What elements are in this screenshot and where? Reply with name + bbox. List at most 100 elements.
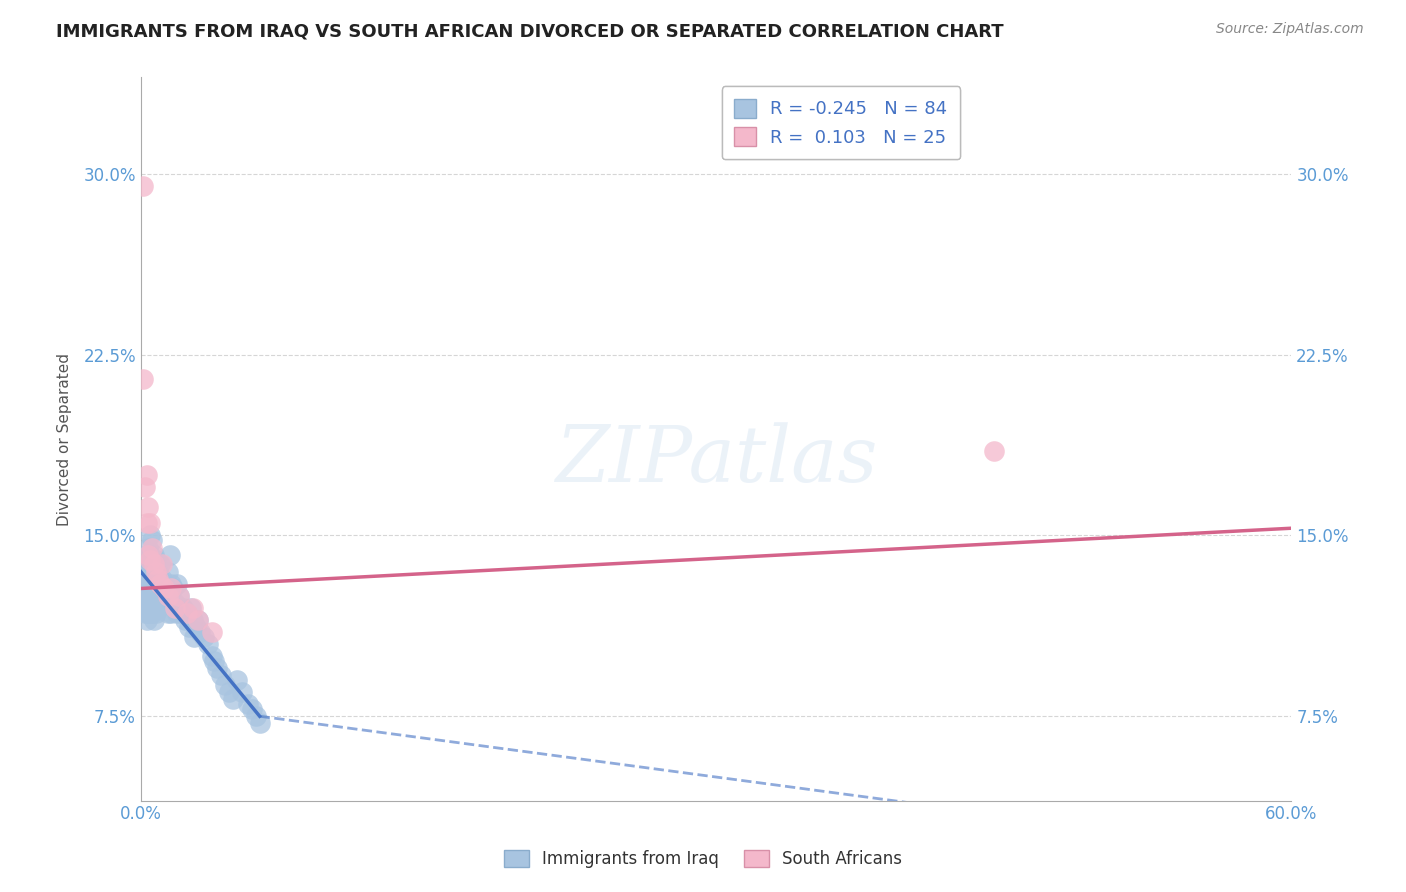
Point: [238, 697, 260, 711]
Point: [156, 589, 179, 603]
Point: [187, 613, 209, 627]
Point: [172, 600, 194, 615]
Point: [152, 582, 174, 596]
Point: [134, 582, 156, 596]
Point: [165, 600, 187, 615]
Point: [150, 558, 173, 572]
Point: [139, 552, 162, 566]
Text: Source: ZipAtlas.com: Source: ZipAtlas.com: [1216, 22, 1364, 37]
Point: [201, 648, 224, 663]
Point: [240, 702, 263, 716]
Point: [135, 516, 157, 531]
Point: [134, 572, 156, 586]
Point: [138, 606, 160, 620]
Point: [139, 582, 162, 596]
Point: [135, 558, 157, 572]
Point: [222, 692, 245, 706]
Point: [134, 480, 156, 494]
Point: [176, 606, 198, 620]
Point: [166, 576, 188, 591]
Point: [150, 572, 173, 586]
Point: [134, 606, 156, 620]
Point: [218, 685, 240, 699]
Point: [146, 582, 169, 596]
Point: [138, 500, 160, 514]
Point: [181, 613, 204, 627]
Point: [138, 541, 160, 555]
Point: [156, 606, 179, 620]
Point: [131, 178, 153, 193]
Point: [149, 576, 172, 591]
Point: [141, 552, 163, 566]
Point: [143, 582, 166, 596]
Point: [135, 548, 157, 562]
Point: [145, 565, 167, 579]
Text: ZIPatlas: ZIPatlas: [555, 423, 877, 499]
Point: [177, 620, 200, 634]
Legend: Immigrants from Iraq, South Africans: Immigrants from Iraq, South Africans: [498, 843, 908, 875]
Point: [143, 558, 166, 572]
Point: [160, 576, 183, 591]
Point: [155, 582, 177, 596]
Legend: R = -0.245   N = 84, R =  0.103   N = 25: R = -0.245 N = 84, R = 0.103 N = 25: [721, 87, 960, 160]
Point: [202, 654, 225, 668]
Point: [139, 565, 162, 579]
Point: [134, 596, 156, 610]
Point: [141, 572, 163, 586]
Point: [149, 596, 172, 610]
Point: [143, 548, 166, 562]
Point: [150, 589, 173, 603]
Point: [167, 589, 190, 603]
Point: [152, 576, 174, 591]
Point: [135, 468, 157, 483]
Point: [160, 606, 183, 620]
Point: [135, 613, 157, 627]
Point: [135, 589, 157, 603]
Point: [156, 565, 179, 579]
Point: [134, 565, 156, 579]
Point: [193, 630, 215, 644]
Point: [180, 600, 202, 615]
Point: [146, 572, 169, 586]
Point: [138, 596, 160, 610]
Point: [141, 533, 163, 548]
Point: [187, 613, 209, 627]
Point: [145, 552, 167, 566]
Point: [143, 596, 166, 610]
Point: [197, 637, 219, 651]
Point: [209, 668, 232, 682]
Point: [139, 516, 162, 531]
Point: [170, 606, 193, 620]
Point: [183, 630, 205, 644]
Point: [159, 548, 181, 562]
Point: [139, 606, 162, 620]
Point: [231, 685, 253, 699]
Point: [162, 582, 184, 596]
Point: [143, 565, 166, 579]
Point: [188, 624, 211, 639]
Point: [146, 600, 169, 615]
Point: [160, 582, 183, 596]
Point: [138, 582, 160, 596]
Point: [135, 600, 157, 615]
Point: [245, 709, 267, 723]
Point: [159, 589, 181, 603]
Point: [207, 661, 229, 675]
Point: [143, 613, 166, 627]
Point: [176, 606, 198, 620]
Point: [166, 606, 188, 620]
Text: IMMIGRANTS FROM IRAQ VS SOUTH AFRICAN DIVORCED OR SEPARATED CORRELATION CHART: IMMIGRANTS FROM IRAQ VS SOUTH AFRICAN DI…: [56, 22, 1004, 40]
Point: [139, 548, 162, 562]
Point: [181, 600, 204, 615]
Point: [201, 624, 224, 639]
Point: [139, 528, 162, 542]
Point: [145, 589, 167, 603]
Point: [139, 596, 162, 610]
Point: [149, 576, 172, 591]
Point: [214, 678, 236, 692]
Point: [173, 613, 195, 627]
Point: [167, 589, 190, 603]
Point: [146, 565, 169, 579]
Point: [145, 606, 167, 620]
Point: [138, 548, 160, 562]
